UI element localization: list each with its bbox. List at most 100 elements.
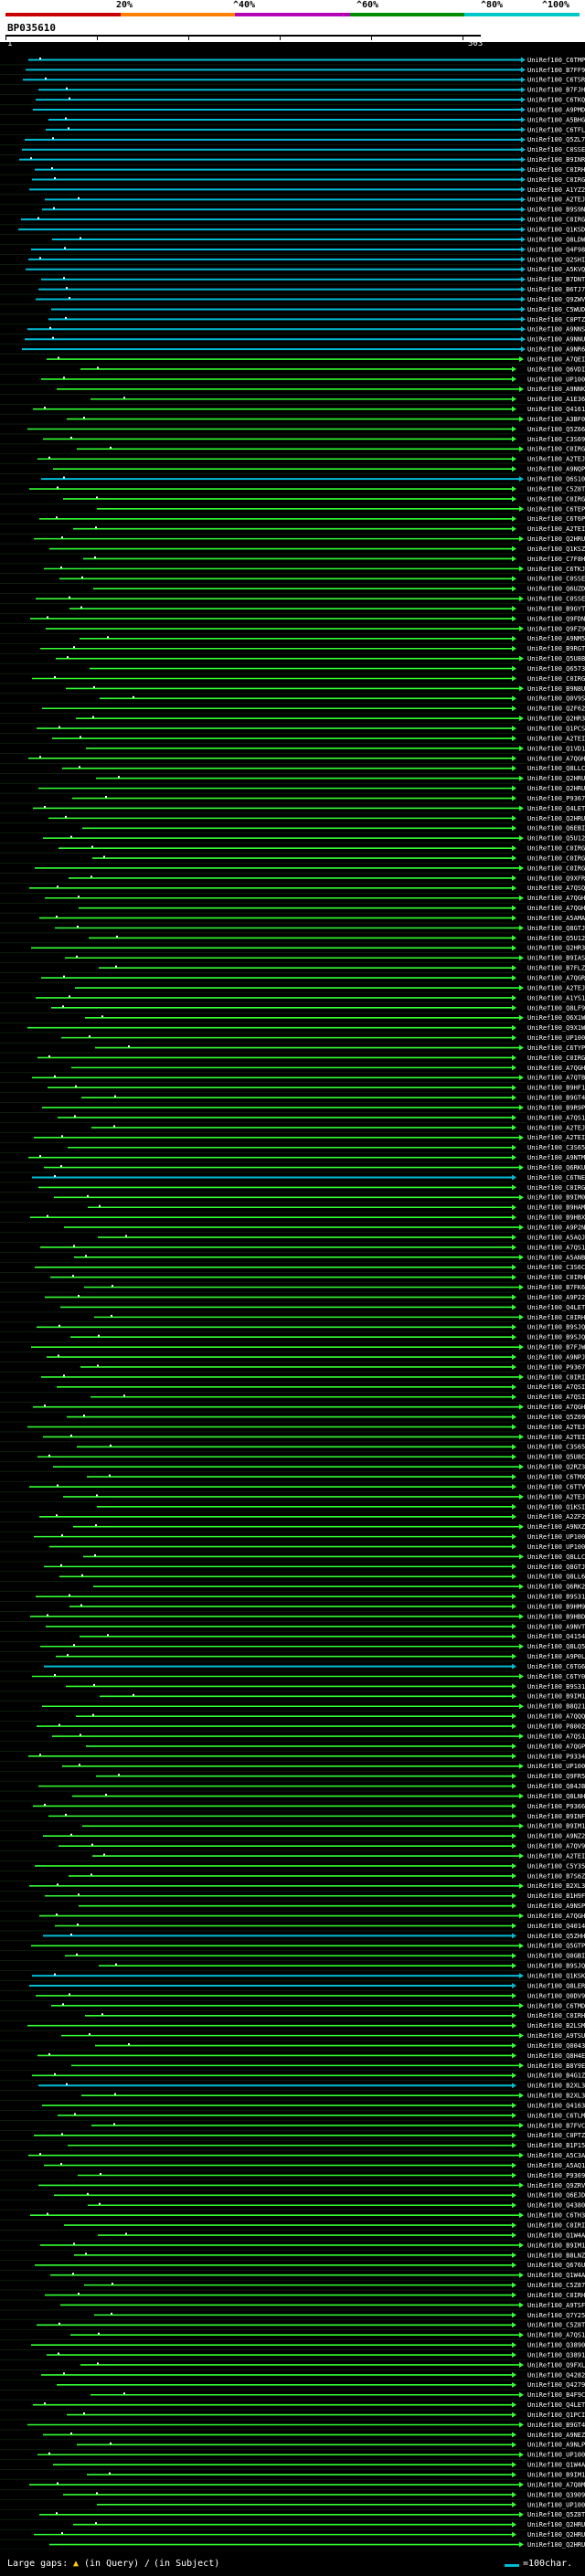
hit-row[interactable]: UniRef100_A7QS14 [0,1244,585,1253]
hit-row[interactable]: UniRef100_A7QS10 [0,1733,585,1742]
hit-label[interactable]: UniRef100_Q5GTP0 [527,1943,585,1950]
hit-label[interactable]: UniRef100_A1YS10 [527,994,585,1002]
hit-row[interactable]: UniRef100_B9SJQ6 [0,1963,585,1971]
hit-label[interactable]: UniRef100_Q7Y252 [527,2312,585,2319]
hit-label[interactable]: UniRef100_B2XL34 [527,2083,585,2090]
hit-label[interactable]: UniRef100_Q5U8B9 [527,655,585,663]
hit-row[interactable]: UniRef100_B7DNT5 [0,276,585,285]
hit-label[interactable]: UniRef100_B9HAM2 [527,1204,585,1212]
hit-row[interactable]: UniRef100_B9S318 [0,1683,585,1692]
hit-label[interactable]: UniRef100_B9SJQ6 [527,1963,585,1970]
hit-row[interactable]: UniRef100_Q2HRU7 [0,535,585,545]
hit-label[interactable]: UniRef100_B9GT42 [527,1095,585,1102]
hit-row[interactable]: UniRef100_A7QEI8 [0,355,585,365]
hit-row[interactable]: UniRef100_Q43807 [0,2202,585,2210]
hit-row[interactable]: UniRef100_Q8GTJ1 [0,1564,585,1573]
hit-label[interactable]: UniRef100_A9NQP4 [527,466,585,473]
hit-row[interactable]: UniRef100_C5Z8T5 [0,485,585,494]
hit-row[interactable]: UniRef100_C0IRG3 [0,217,585,225]
hit-row[interactable]: UniRef100_B9IM16 [0,2242,585,2251]
hit-row[interactable]: UniRef100_B7FJH4 [0,87,585,95]
hit-label[interactable]: UniRef100_A2TEI9 [527,735,585,742]
hit-row[interactable]: UniRef100_Q8LF99 [0,1004,585,1013]
hit-row[interactable]: UniRef100_P93672 [0,1363,585,1373]
hit-label[interactable]: UniRef100_A1YZ21 [527,186,585,194]
hit-label[interactable]: UniRef100_A9PMD9 [527,106,585,113]
hit-row[interactable]: UniRef100_P93349 [0,1753,585,1762]
hit-label[interactable]: UniRef100_B9HF15 [527,1085,585,1092]
hit-row[interactable]: UniRef100_Q1KSI3 [0,1503,585,1512]
hit-row[interactable]: UniRef100_A1E368 [0,396,585,405]
hit-label[interactable]: UniRef100_B9S318 [527,1683,585,1691]
hit-label[interactable]: UniRef100_Q6RK21 [527,1584,585,1591]
hit-row[interactable]: UniRef100_B2XL34 [0,2083,585,2091]
hit-row[interactable]: UniRef100_Q1KSK0 [0,1973,585,1981]
hit-row[interactable]: UniRef100_C5Z8T4 [0,2322,585,2331]
hit-label[interactable]: UniRef100_Q2HR31 [527,716,585,723]
hit-label[interactable]: UniRef100_B9IM17 [527,2472,585,2479]
hit-label[interactable]: UniRef100_B9N8U7 [527,685,585,693]
hit-label[interactable]: UniRef100_A9NNS2 [527,326,585,334]
hit-row[interactable]: UniRef100_B8Q213 [0,1703,585,1712]
hit-row[interactable]: UniRef100_Q8LL65 [0,1574,585,1583]
hit-label[interactable]: UniRef100_UP1000… [527,1763,585,1770]
hit-label[interactable]: UniRef100_B9IAS2 [527,955,585,962]
hit-row[interactable]: UniRef100_Q1VD17 [0,745,585,754]
hit-label[interactable]: UniRef100_Q4LET4 [527,805,585,812]
hit-row[interactable]: UniRef100_C6TSR6 [0,77,585,86]
hit-row[interactable]: UniRef100_B4F9C6 [0,2391,585,2401]
hit-label[interactable]: UniRef100_A7QS12 [527,2332,585,2339]
hit-row[interactable]: UniRef100_Q1PCI1 [0,2412,585,2421]
hit-label[interactable]: UniRef100_A7QS10 [527,1114,585,1121]
hit-row[interactable]: UniRef100_Q8LQ58 [0,1643,585,1652]
hit-label[interactable]: UniRef100_C6TH30 [527,2212,585,2220]
hit-row[interactable]: UniRef100_Q9FDN1 [0,615,585,624]
hit-row[interactable]: UniRef100_B7FK69 [0,1284,585,1293]
hit-label[interactable]: UniRef100_C0SSE3 [527,596,585,603]
hit-row[interactable]: UniRef100_A9P0L4 [0,1653,585,1662]
hit-row[interactable]: UniRef100_B1H9F7 [0,1892,585,1902]
hit-row[interactable]: UniRef100_Q5Z667 [0,426,585,435]
hit-label[interactable]: UniRef100_UP1000… [527,376,585,383]
hit-label[interactable]: UniRef100_Q0GBI5 [527,1953,585,1960]
hit-label[interactable]: UniRef100_Q6UZD5 [527,586,585,593]
hit-label[interactable]: UniRef100_A5C3A0 [527,2152,585,2159]
hit-row[interactable]: UniRef100_Q6EBI4 [0,825,585,834]
hit-label[interactable]: UniRef100_Q2HRU6 [527,785,585,792]
hit-row[interactable]: UniRef100_Q0V9S3 [0,695,585,705]
hit-row[interactable]: UniRef100_C7F8H5 [0,556,585,565]
hit-label[interactable]: UniRef100_C6TMX0 [527,1474,585,1481]
hit-row[interactable]: UniRef100_A7QGH2 [0,1065,585,1074]
hit-label[interactable]: UniRef100_Q38910 [527,2351,585,2359]
hit-label[interactable]: UniRef100_B9INR2 [527,156,585,164]
hit-row[interactable]: UniRef100_Q5U121 [0,835,585,843]
hit-label[interactable]: UniRef100_Q1KSI3 [527,1503,585,1511]
hit-row[interactable]: UniRef100_A7QGH6 [0,895,585,904]
hit-label[interactable]: UniRef100_A5AQ11 [527,2162,585,2169]
hit-label[interactable]: UniRef100_C0SSE2 [527,576,585,583]
hit-label[interactable]: UniRef100_Q8LNH6 [527,1793,585,1800]
hit-label[interactable]: UniRef100_Q6S102 [527,476,585,483]
hit-row[interactable]: UniRef100_C0IRG6 [0,1184,585,1193]
hit-row[interactable]: UniRef100_A7QGP2 [0,1743,585,1752]
hit-row[interactable]: UniRef100_Q38907 [0,2342,585,2350]
hit-row[interactable]: UniRef100_A9NM56 [0,635,585,644]
hit-row[interactable]: UniRef100_B9R9P3 [0,1104,585,1113]
hit-row[interactable]: UniRef100_B9HAM2 [0,1204,585,1213]
hit-label[interactable]: UniRef100_A5AQJ6 [527,1234,585,1241]
hit-label[interactable]: UniRef100_A7QSQ0 [527,885,585,892]
hit-label[interactable]: UniRef100_B9RGT3 [527,645,585,652]
hit-label[interactable]: UniRef100_C6TFL6 [527,126,585,133]
hit-label[interactable]: UniRef100_C5Z8T4 [527,2322,585,2329]
hit-label[interactable]: UniRef100_Q41542 [527,1633,585,1640]
hit-row[interactable]: UniRef100_B9INR2 [0,156,585,165]
hit-row[interactable]: UniRef100_A9P2N8 [0,1224,585,1233]
hit-row[interactable]: UniRef100_C6TYP8 [0,1044,585,1054]
hit-label[interactable]: UniRef100_A7QGR8 [527,975,585,982]
hit-row[interactable]: UniRef100_A9NXZ4 [0,1523,585,1532]
hit-label[interactable]: UniRef100_B1H9F7 [527,1892,585,1900]
hit-label[interactable]: UniRef100_A7QQQ6 [527,1713,585,1721]
hit-row[interactable]: UniRef100_B9IM17 [0,2472,585,2480]
hit-label[interactable]: UniRef100_C0IRG7 [527,864,585,872]
hit-label[interactable]: UniRef100_C6TMD1 [527,2002,585,2009]
